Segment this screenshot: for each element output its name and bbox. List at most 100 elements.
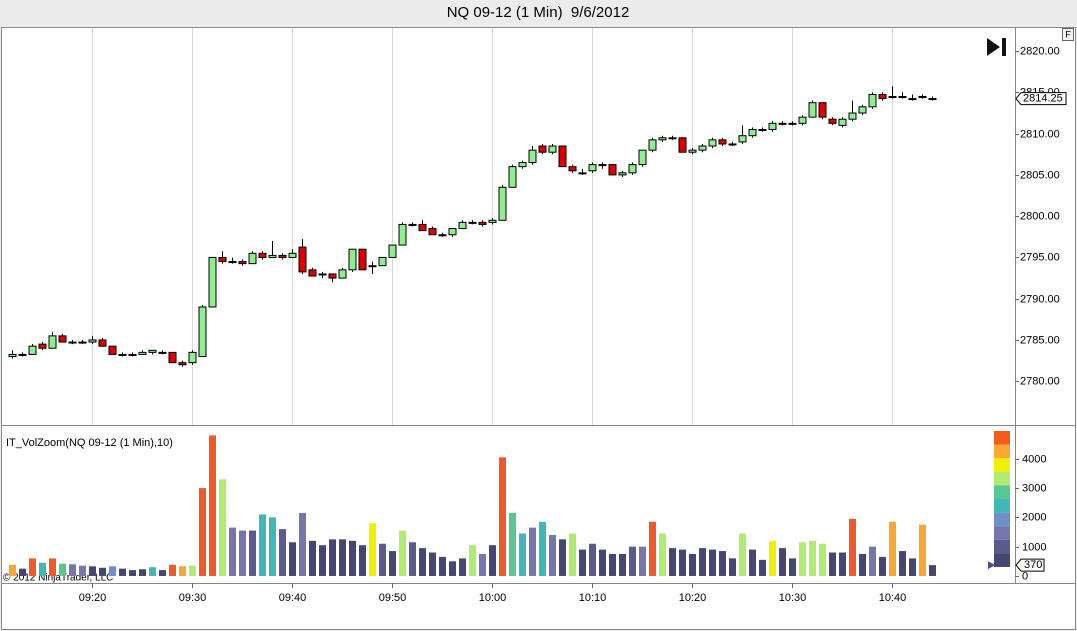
volume-bar — [539, 521, 546, 576]
candle-body — [68, 341, 77, 344]
color-scale-swatch — [994, 444, 1010, 459]
candle-body — [308, 269, 317, 277]
volume-bar — [99, 567, 106, 576]
volume-bar — [619, 553, 626, 576]
y-tick-label: 2800.00 — [1020, 210, 1060, 222]
x-tick-label: 09:30 — [179, 592, 207, 604]
volume-bar — [839, 552, 846, 576]
volume-pointer — [988, 561, 995, 570]
volume-bar — [9, 564, 16, 576]
candle-body — [98, 339, 107, 347]
volume-bar — [119, 568, 126, 576]
candle-body — [698, 145, 707, 151]
chart-title: NQ 09-12 (1 Min) 9/6/2012 — [447, 4, 630, 21]
candle-body — [518, 162, 527, 168]
candle-body — [598, 164, 607, 167]
candle-body — [138, 351, 147, 355]
volume-bar — [219, 479, 226, 576]
candle-body — [458, 221, 467, 230]
candle-body — [328, 273, 337, 279]
x-tick-label: 09:50 — [379, 592, 407, 604]
candle-body — [18, 353, 27, 356]
volume-bar — [559, 539, 566, 576]
candle-body — [338, 269, 347, 279]
volume-bar — [849, 518, 856, 576]
volume-bar — [729, 558, 736, 576]
candle-body — [728, 143, 737, 146]
volume-bar — [909, 558, 916, 576]
volume-bar — [769, 540, 776, 576]
volume-bar — [739, 533, 746, 576]
volume-bar — [629, 546, 636, 576]
candle-body — [748, 129, 757, 137]
candle-body — [278, 254, 287, 258]
volume-bar — [609, 553, 616, 576]
volume-bar — [469, 545, 476, 576]
volume-bar — [419, 548, 426, 576]
volume-bar — [899, 551, 906, 576]
y-tick-label: 3000 — [1022, 482, 1046, 494]
volume-bar — [319, 545, 326, 576]
volume-bar — [69, 564, 76, 576]
candle-body — [868, 93, 877, 108]
candle-body — [48, 335, 57, 349]
candle-body — [468, 221, 477, 224]
color-scale-swatch — [994, 526, 1010, 540]
candle-body — [618, 172, 627, 176]
volume-bar — [19, 568, 26, 576]
color-scale-swatch — [994, 431, 1010, 445]
volume-bar — [889, 521, 896, 576]
volume-bar — [579, 549, 586, 576]
volume-bar — [549, 534, 556, 576]
volume-bar — [689, 553, 696, 576]
y-tick-label: 4000 — [1022, 453, 1046, 465]
color-scale-swatch — [994, 499, 1010, 513]
candle-body — [488, 219, 497, 223]
candle-body — [558, 145, 567, 168]
candle-body — [768, 122, 777, 131]
candle-body — [438, 234, 447, 237]
candle-body — [298, 246, 307, 273]
candle-body — [548, 145, 557, 153]
volume-bar — [449, 561, 456, 576]
candle-body — [778, 122, 787, 125]
volume-bar — [459, 558, 466, 576]
candle-body — [148, 349, 157, 353]
volume-bar — [229, 527, 236, 576]
candle-body — [198, 306, 207, 357]
volume-bar — [209, 435, 216, 576]
candle-body — [428, 228, 437, 236]
x-tick-label: 09:40 — [279, 592, 307, 604]
candle-body — [348, 248, 357, 271]
candle-body — [878, 93, 887, 100]
scroll-end-bar[interactable] — [1002, 38, 1006, 56]
candle-body — [638, 149, 647, 166]
volume-bar — [39, 562, 46, 576]
volume-bar — [199, 488, 206, 576]
candle-body — [858, 106, 867, 114]
volume-bar — [799, 542, 806, 576]
volume-bar — [719, 551, 726, 576]
volume-bar — [869, 546, 876, 576]
color-scale-swatch — [994, 485, 1010, 499]
candle-body — [88, 339, 97, 343]
scroll-end-button[interactable] — [987, 38, 1006, 56]
volume-bar — [179, 566, 186, 576]
scroll-end-arrow[interactable] — [987, 38, 1000, 56]
f-button-label[interactable]: F — [1065, 29, 1071, 39]
volume-bar — [929, 565, 936, 576]
volume-bar — [169, 564, 176, 576]
f-button[interactable] — [1062, 28, 1074, 41]
chart-area — [1, 27, 1076, 630]
candle-body — [788, 122, 797, 125]
candle-body — [538, 145, 547, 153]
candle-body — [448, 228, 457, 236]
volume-bar — [499, 457, 506, 576]
candle-body — [818, 102, 827, 118]
candle-body — [898, 96, 907, 99]
volume-bar — [649, 521, 656, 576]
volume-bar — [139, 569, 146, 576]
volume-bar — [709, 549, 716, 576]
candle-body — [388, 244, 397, 258]
volume-bar — [829, 552, 836, 576]
